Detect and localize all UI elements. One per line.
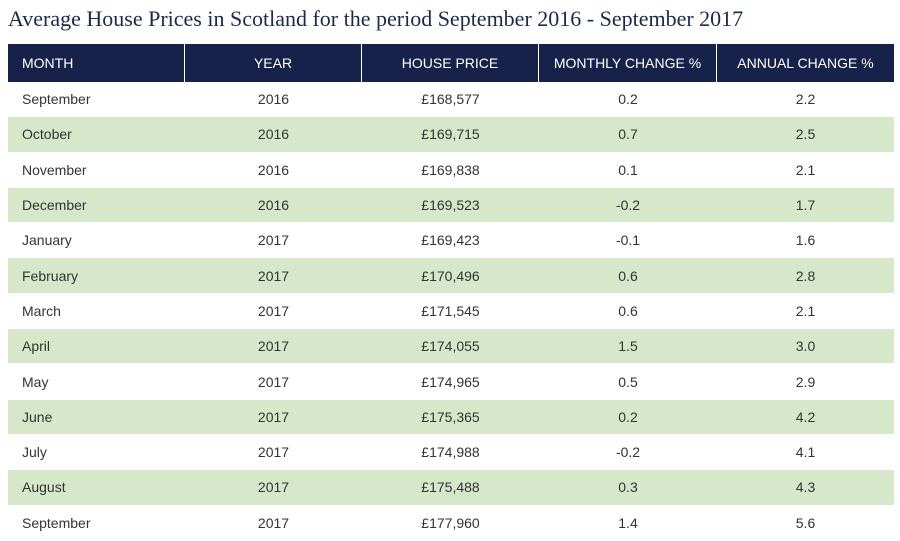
month-cell: January: [22, 232, 72, 249]
table-row: June 2017 £175,365 0.2 4.2: [8, 399, 894, 435]
table-row: September 2017 £177,960 1.4 5.6: [8, 506, 894, 541]
monthly-change-cell: -0.2: [615, 444, 641, 461]
house-price-cell: £169,523: [421, 197, 480, 214]
month-cell: November: [22, 161, 87, 178]
table-row: March 2017 £171,545 0.6 2.1: [8, 294, 894, 330]
monthly-change-cell: 1.5: [618, 338, 638, 355]
month-cell: February: [22, 267, 79, 284]
house-price-cell: £174,055: [421, 338, 480, 355]
year-cell: 2017: [257, 479, 290, 496]
house-price-cell: £169,715: [421, 126, 480, 143]
year-cell: 2017: [257, 267, 290, 284]
annual-change-cell: 5.6: [795, 514, 816, 531]
header-monthly-change: MONTHLY CHANGE %: [539, 44, 717, 82]
house-price-cell: £175,488: [421, 479, 480, 496]
year-cell: 2016: [257, 161, 290, 178]
monthly-change-cell: -0.1: [615, 232, 641, 249]
header-house-price: HOUSE PRICE: [362, 44, 539, 82]
month-cell: October: [22, 126, 72, 143]
year-cell: 2017: [257, 232, 290, 249]
house-price-cell: £175,365: [421, 408, 480, 425]
header-month: MONTH: [8, 44, 185, 82]
monthly-change-cell: -0.2: [615, 197, 641, 214]
table-row: October 2016 £169,715 0.7 2.5: [8, 117, 894, 153]
month-cell: April: [22, 338, 51, 355]
year-cell: 2017: [257, 408, 290, 425]
house-price-table: MONTH YEAR HOUSE PRICE MONTHLY CHANGE % …: [8, 44, 894, 541]
house-price-cell: £174,988: [421, 444, 480, 461]
annual-change-cell: 2.9: [795, 373, 816, 390]
monthly-change-cell: 0.2: [618, 91, 638, 108]
month-cell: March: [22, 302, 61, 319]
table-row: July 2017 £174,988 -0.2 4.1: [8, 435, 894, 471]
monthly-change-cell: 0.6: [618, 267, 638, 284]
header-year: YEAR: [185, 44, 362, 82]
house-price-cell: £169,423: [421, 232, 480, 249]
year-cell: 2017: [257, 514, 290, 531]
house-price-cell: £177,960: [421, 514, 480, 531]
annual-change-cell: 2.5: [795, 126, 816, 143]
year-cell: 2016: [257, 197, 290, 214]
month-cell: December: [22, 197, 87, 214]
table-header: MONTH YEAR HOUSE PRICE MONTHLY CHANGE % …: [8, 44, 894, 82]
house-price-cell: £170,496: [421, 267, 480, 284]
table-row: December 2016 £169,523 -0.2 1.7: [8, 187, 894, 224]
table-body: September 2016 £168,577 0.2 2.2 October 2016 £1…: [8, 82, 894, 541]
monthly-change-cell: 0.2: [618, 408, 638, 425]
table-row: August 2017 £175,488 0.3 4.3: [8, 470, 894, 506]
annual-change-cell: 1.7: [795, 197, 816, 214]
house-price-cell: £168,577: [421, 91, 480, 108]
annual-change-cell: 4.1: [795, 444, 816, 461]
month-cell: June: [22, 408, 53, 425]
house-price-cell: £169,838: [421, 161, 480, 178]
year-cell: 2017: [257, 444, 290, 461]
annual-change-cell: 2.2: [795, 91, 816, 108]
month-cell: July: [22, 444, 47, 461]
year-cell: 2017: [257, 338, 290, 355]
house-price-cell: £174,965: [421, 373, 480, 390]
table-row: May 2017 £174,965 0.5 2.9: [8, 364, 894, 400]
monthly-change-cell: 0.1: [618, 161, 638, 178]
annual-change-cell: 2.8: [795, 267, 816, 284]
table-row: January 2017 £169,423 -0.1 1.6: [8, 223, 894, 259]
year-cell: 2017: [257, 373, 290, 390]
table-row: November 2016 £169,838 0.1 2.1: [8, 153, 894, 188]
annual-change-cell: 2.1: [795, 161, 816, 178]
annual-change-cell: 4.3: [795, 479, 816, 496]
annual-change-cell: 4.2: [795, 408, 816, 425]
annual-change-cell: 2.1: [795, 302, 816, 319]
monthly-change-cell: 0.7: [618, 126, 638, 143]
table-row: February 2017 £170,496 0.6 2.8: [8, 258, 894, 294]
table-row: April 2017 £174,055 1.5 3.0: [8, 329, 894, 365]
month-cell: August: [22, 479, 66, 496]
monthly-change-cell: 1.4: [618, 514, 638, 531]
monthly-change-cell: 0.5: [618, 373, 638, 390]
year-cell: 2016: [257, 91, 290, 108]
annual-change-cell: 3.0: [795, 338, 816, 355]
header-annual-change: ANNUAL CHANGE %: [737, 55, 874, 71]
annual-change-cell: 1.6: [795, 232, 816, 249]
year-cell: 2016: [257, 126, 290, 143]
month-cell: September: [22, 91, 91, 108]
month-cell: May: [22, 373, 49, 390]
month-cell: September: [22, 514, 91, 531]
house-price-cell: £171,545: [421, 302, 480, 319]
year-cell: 2017: [257, 302, 290, 319]
monthly-change-cell: 0.3: [618, 479, 638, 496]
table-row: September 2016 £168,577 0.2 2.2: [8, 82, 894, 118]
page-title: Average House Prices in Scotland for the…: [8, 6, 744, 31]
monthly-change-cell: 0.6: [618, 302, 638, 319]
